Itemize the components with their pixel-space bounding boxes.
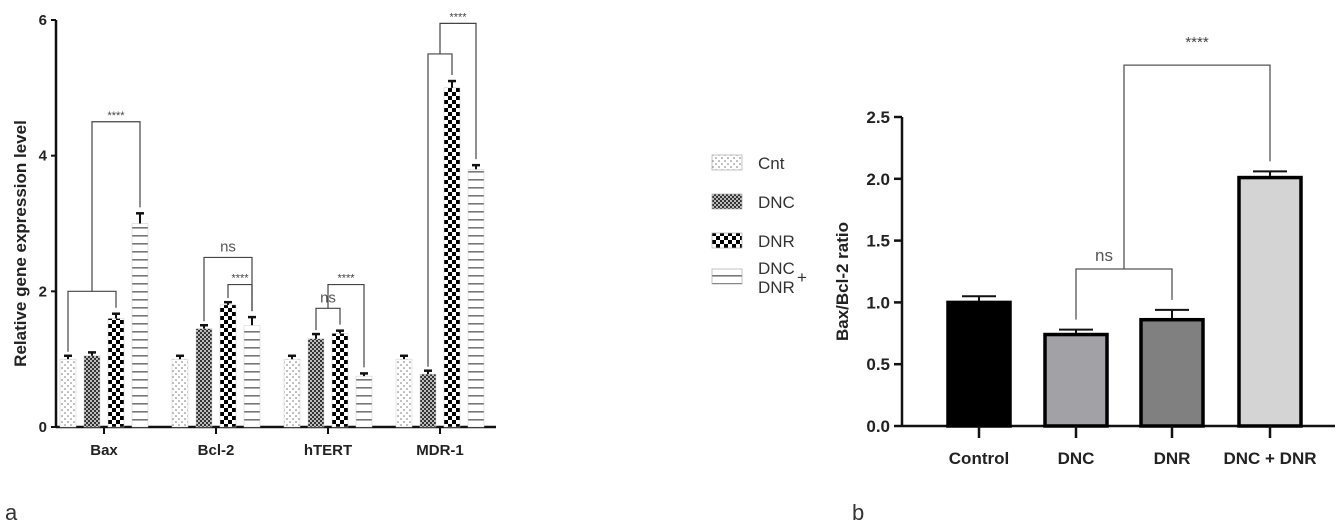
bar-dnr xyxy=(1139,317,1205,428)
significance-bracket xyxy=(91,121,141,292)
y-tick-label: 1.5 xyxy=(866,232,890,251)
bar-dots xyxy=(395,358,413,428)
legend-label: DNR xyxy=(758,278,795,297)
y-tick-label: 4 xyxy=(39,148,48,165)
significance-label: **** xyxy=(449,11,467,23)
y-tick-label: 2.5 xyxy=(866,108,890,127)
bar-fine-check xyxy=(83,355,101,428)
bar-checker xyxy=(219,304,237,428)
bar-fine-check xyxy=(195,328,213,428)
x-tick-label: MDR-1 xyxy=(416,442,464,459)
significance-bracket xyxy=(315,307,341,331)
significance-label: **** xyxy=(1185,34,1209,51)
y-tick-label: 1.0 xyxy=(866,293,890,312)
significance-bracket xyxy=(227,283,253,312)
significance-bracket xyxy=(439,22,477,160)
y-tick-label: 2.0 xyxy=(866,170,890,189)
bar-fine-check xyxy=(307,338,325,428)
y-tick-label: 0.5 xyxy=(866,355,890,374)
y-tick-label: 0 xyxy=(39,419,47,436)
bar-dots xyxy=(171,358,189,428)
significance-label: ns xyxy=(1095,246,1113,265)
legend-swatch-dots xyxy=(711,154,743,171)
bar-hlines xyxy=(131,223,149,428)
bar-fine-check xyxy=(419,373,437,428)
significance-label: **** xyxy=(231,273,249,285)
legend-plus: + xyxy=(797,268,807,287)
legend-label: DNC xyxy=(758,193,795,212)
bar-dnc-dnr xyxy=(1237,175,1303,428)
bax-bcl2-ratio-chart: 0.0 0.5 1.0 1.5 2.0 2.5 Bax/Bcl-2 ratio Control… xyxy=(833,34,1335,468)
bar-hlines xyxy=(243,325,261,428)
bar-hlines xyxy=(467,168,485,428)
significance-label: **** xyxy=(107,110,125,122)
bar-checker xyxy=(107,318,125,428)
legend-swatch-fine-check xyxy=(711,193,743,210)
x-tick-label: DNR xyxy=(1154,449,1191,468)
legend-swatch-checker xyxy=(711,232,743,249)
bar-dnc xyxy=(1043,332,1109,428)
significance-bracket xyxy=(1123,64,1271,270)
bar-dots xyxy=(283,358,301,428)
panel-label-a: a xyxy=(5,500,18,525)
legend-swatch-hlines xyxy=(711,268,743,285)
x-tick-label: DNC xyxy=(1058,449,1095,468)
bar-checker xyxy=(443,87,461,428)
y-axis-label: Relative gene expression level xyxy=(11,120,30,367)
y-tick-label: 0.0 xyxy=(866,417,890,436)
x-tick-label: Control xyxy=(949,449,1009,468)
x-tick-label: DNC + DNR xyxy=(1223,449,1316,468)
y-axis-label: Bax/Bcl-2 ratio xyxy=(833,222,852,341)
bar-hlines xyxy=(355,375,373,428)
legend-label: DNR xyxy=(758,232,795,251)
significance-label: **** xyxy=(337,273,355,285)
x-tick-label: Bax xyxy=(90,442,118,459)
significance-bracket xyxy=(1075,268,1173,320)
bar-control xyxy=(946,300,1012,428)
y-tick-label: 2 xyxy=(39,283,47,300)
legend-label: DNC xyxy=(758,259,795,278)
bar-checker xyxy=(331,333,349,428)
significance-label: ns xyxy=(220,238,236,255)
gene-expression-chart: 0 2 4 6 Relative gene expression level Bax Bcl… xyxy=(11,11,496,459)
legend-label: Cnt xyxy=(758,154,785,173)
x-tick-label: hTERT xyxy=(304,442,352,459)
panel-label-b: b xyxy=(852,500,864,525)
bar-dots xyxy=(59,358,77,428)
significance-bracket xyxy=(327,283,365,368)
y-tick-label: 6 xyxy=(39,12,47,29)
x-tick-label: Bcl-2 xyxy=(198,442,235,459)
